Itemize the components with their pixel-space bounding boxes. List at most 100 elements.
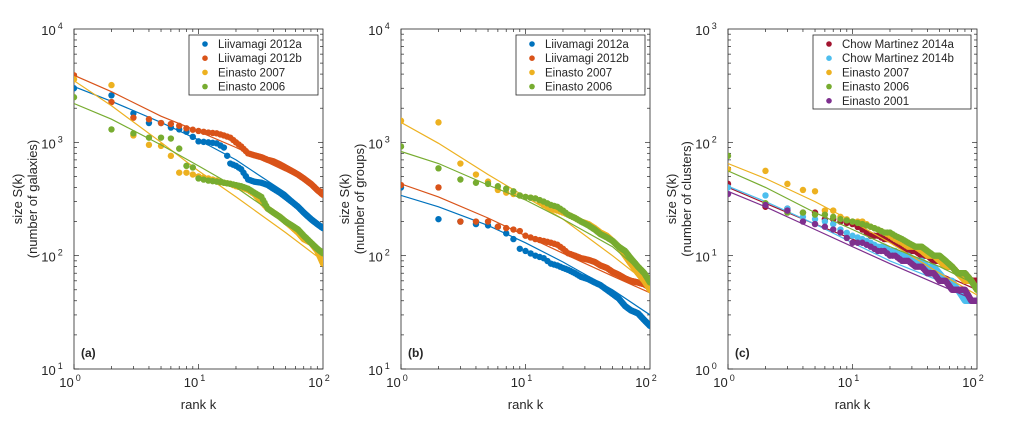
data-point bbox=[837, 215, 844, 223]
legend-label: Einasto 2006 bbox=[842, 82, 909, 94]
data-point bbox=[762, 167, 769, 175]
data-point bbox=[457, 176, 464, 183]
legend-label: Chow Martinez 2014a bbox=[842, 39, 954, 51]
y-tick-base: 10 bbox=[368, 136, 382, 151]
data-layer bbox=[728, 152, 977, 304]
data-point bbox=[183, 169, 190, 176]
legend-label: Liivamagi 2012a bbox=[218, 39, 302, 51]
x-tick-label: 10 1 bbox=[184, 373, 205, 390]
data-point bbox=[973, 286, 977, 293]
data-point bbox=[799, 186, 807, 194]
data-point bbox=[821, 218, 829, 225]
data-point bbox=[472, 218, 480, 225]
x-tick-exp: 2 bbox=[979, 373, 984, 383]
data-point bbox=[503, 185, 510, 192]
y-tick-base: 10 bbox=[41, 23, 55, 38]
legend-label: Liivamagi 2012a bbox=[545, 39, 629, 51]
data-point bbox=[843, 217, 851, 224]
fit-line bbox=[74, 86, 323, 228]
x-tick-label: 10 2 bbox=[308, 373, 329, 390]
x-tick-exp: 2 bbox=[652, 373, 657, 383]
x-axis-label: rank k bbox=[835, 397, 871, 412]
y-tick-label: 10 4 bbox=[41, 21, 62, 38]
x-tick-label: 10 1 bbox=[511, 373, 532, 390]
data-point bbox=[167, 120, 175, 128]
series-liivamagi-2012a bbox=[74, 85, 323, 232]
legend-box bbox=[188, 34, 319, 96]
legend-marker bbox=[826, 98, 832, 104]
panel-label: (b) bbox=[408, 346, 423, 360]
x-tick-label: 10 2 bbox=[962, 373, 983, 390]
data-point bbox=[830, 213, 837, 221]
y-tick-exp: 1 bbox=[58, 361, 63, 371]
y-tick-exp: 3 bbox=[712, 21, 717, 31]
y-tick-base: 10 bbox=[368, 363, 382, 378]
x-tick-base: 10 bbox=[184, 375, 198, 390]
legend-label: Einasto 2001 bbox=[842, 96, 909, 108]
data-point bbox=[176, 145, 183, 152]
y-axis-label-line2: (number of clusters) bbox=[679, 141, 694, 257]
y-tick-label: 10 2 bbox=[368, 248, 389, 265]
data-point bbox=[157, 134, 165, 141]
x-tick-base: 10 bbox=[962, 375, 976, 390]
y-tick-base: 10 bbox=[695, 363, 709, 378]
x-tick-exp: 0 bbox=[403, 373, 408, 383]
x-tick-base: 10 bbox=[838, 375, 852, 390]
legend-marker bbox=[529, 69, 535, 76]
y-tick-exp: 1 bbox=[385, 361, 390, 371]
legend-marker bbox=[202, 41, 208, 47]
data-point bbox=[527, 194, 534, 201]
x-tick-label: 10 0 bbox=[59, 373, 80, 390]
panel-label: (c) bbox=[735, 346, 750, 360]
x-tick-label: 10 0 bbox=[713, 373, 734, 390]
data-point bbox=[837, 229, 844, 236]
y-axis-label-line1: size S(k) bbox=[664, 174, 679, 225]
y-axis-label-line2: (number of groups) bbox=[352, 144, 367, 255]
x-tick-exp: 1 bbox=[854, 373, 859, 383]
y-tick-label: 10 4 bbox=[368, 21, 389, 38]
legend-label: Einasto 2007 bbox=[218, 67, 285, 79]
data-point bbox=[435, 184, 442, 191]
y-axis-label-line1: size S(k) bbox=[10, 174, 25, 225]
legend-marker bbox=[529, 55, 535, 61]
data-point bbox=[189, 171, 197, 178]
y-tick-exp: 2 bbox=[58, 248, 63, 258]
fit-line bbox=[401, 183, 650, 294]
data-point bbox=[145, 115, 153, 123]
y-tick-label: 10 1 bbox=[368, 361, 389, 378]
y-tick-label: 10 1 bbox=[695, 248, 716, 265]
legend-marker bbox=[202, 83, 208, 90]
data-point bbox=[830, 226, 837, 233]
data-point bbox=[435, 215, 442, 223]
y-axis-label-line1: size S(k) bbox=[337, 174, 352, 225]
legend-marker bbox=[202, 55, 208, 61]
x-tick-exp: 1 bbox=[200, 373, 205, 383]
y-tick-base: 10 bbox=[695, 136, 709, 151]
legend-label: Einasto 2006 bbox=[218, 82, 285, 94]
data-point bbox=[108, 126, 115, 133]
data-point bbox=[843, 234, 851, 242]
data-point bbox=[457, 160, 464, 167]
x-tick-base: 10 bbox=[59, 375, 73, 390]
y-tick-label: 10 2 bbox=[41, 248, 62, 265]
y-tick-base: 10 bbox=[695, 250, 709, 265]
data-point bbox=[472, 171, 480, 178]
y-tick-label: 10 0 bbox=[695, 361, 716, 378]
legend-marker bbox=[529, 83, 535, 90]
data-point bbox=[784, 180, 791, 188]
data-point bbox=[830, 220, 837, 228]
data-point bbox=[130, 114, 137, 121]
legend-box bbox=[812, 34, 972, 110]
series-einasto-2006 bbox=[401, 143, 650, 286]
legend-marker bbox=[529, 41, 535, 47]
data-point bbox=[843, 229, 851, 237]
legend-marker bbox=[826, 55, 832, 61]
data-point bbox=[503, 224, 510, 232]
fit-line bbox=[728, 170, 977, 286]
legend-marker bbox=[826, 69, 832, 76]
data-point bbox=[811, 188, 819, 195]
data-point bbox=[811, 220, 819, 228]
data-point bbox=[510, 188, 517, 195]
